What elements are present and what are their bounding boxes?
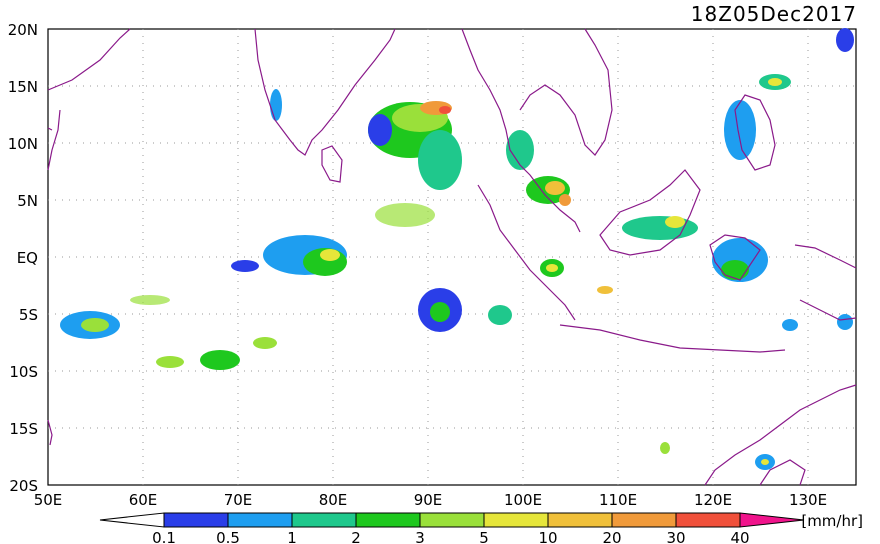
colorbar-segment [483,512,549,528]
lon-label-100e: 100E [504,491,542,509]
map-title: 18Z05Dec2017 [691,2,857,26]
colorbar-tick-labels: 0.1 0.5 1 2 3 5 10 20 30 40 [152,529,749,544]
colorbar-unit: [mm/hr] [801,512,863,530]
colorbar-tick-label: 40 [730,529,749,544]
lon-label-90e: 90E [414,491,443,509]
colorbar-segment [291,512,357,528]
colorbar-segment [419,512,485,528]
lat-label-5s: 5S [19,306,38,324]
precipitation-field [60,28,854,470]
lon-label-80e: 80E [319,491,348,509]
lat-label-15s: 15S [9,420,38,438]
colorbar-tick-label: 0.5 [216,529,240,544]
lon-label-110e: 110E [599,491,637,509]
lat-label-eq: EQ [17,249,38,267]
lon-label-60e: 60E [129,491,158,509]
lon-label-70e: 70E [224,491,253,509]
colorbar-segment [227,512,293,528]
colorbar-tick-label: 10 [538,529,557,544]
colorbar-tick-label: 2 [351,529,361,544]
colorbar-segment [611,512,677,528]
coastlines [47,28,857,486]
lon-label-120e: 120E [694,491,732,509]
colorbar-segments [163,512,741,528]
lat-label-10s: 10S [9,363,38,381]
colorbar-above-arrow [739,512,805,528]
colorbar-tick-label: 0.1 [152,529,176,544]
lat-label-15n: 15N [8,78,38,96]
colorbar-tick-label: 20 [602,529,621,544]
colorbar: [mm/hr] 0.1 0.5 1 2 3 5 10 20 30 40 [99,512,863,544]
lon-label-130e: 130E [789,491,827,509]
lat-label-10n: 10N [8,135,38,153]
lat-label-5n: 5N [17,192,38,210]
colorbar-tick-label: 5 [479,529,489,544]
colorbar-segment [355,512,421,528]
colorbar-below-arrow [99,512,165,528]
lat-label-20n: 20N [8,21,38,39]
lon-axis-labels: 50E 60E 70E 80E 90E 100E 110E 120E 130E [34,491,827,509]
lat-axis-labels: 20N 15N 10N 5N EQ 5S 10S 15S 20S [8,21,38,495]
colorbar-tick-label: 30 [666,529,685,544]
colorbar-segment [163,512,229,528]
colorbar-segment [547,512,613,528]
lat-label-20s: 20S [9,477,38,495]
lon-label-50e: 50E [34,491,63,509]
colorbar-tick-label: 3 [415,529,425,544]
colorbar-tick-label: 1 [287,529,297,544]
colorbar-segment [675,512,741,528]
